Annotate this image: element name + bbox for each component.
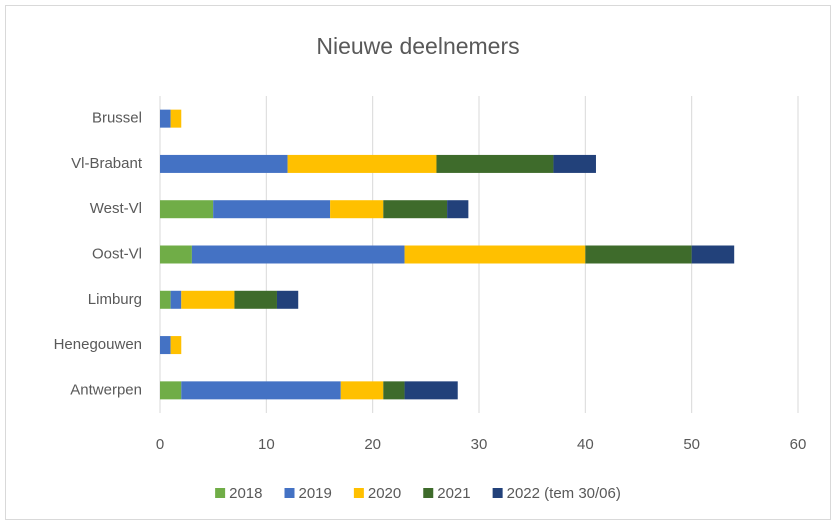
bar-segment: [170, 290, 182, 309]
legend-label: 2022 (tem 30/06): [507, 485, 621, 502]
y-tick-label: Brussel: [92, 110, 142, 127]
bar-segment: [447, 200, 469, 219]
bar-segment: [160, 381, 182, 400]
bar-segment: [436, 154, 554, 173]
bar-segment: [170, 109, 182, 128]
y-tick-label: Antwerpen: [70, 381, 142, 398]
bar-segment: [553, 154, 596, 173]
bar-segment: [330, 200, 384, 219]
legend-swatch: [492, 488, 503, 498]
bar-segment: [213, 200, 331, 219]
x-tick-label: 10: [258, 436, 275, 453]
chart-title: Nieuwe deelnemers: [316, 33, 519, 59]
bar-segment: [160, 109, 171, 128]
y-tick-label: Henegouwen: [54, 336, 142, 353]
legend-label: 2019: [299, 485, 332, 502]
bar-segment: [234, 290, 277, 309]
x-tick-label: 0: [156, 436, 164, 453]
x-tick-label: 40: [577, 436, 594, 453]
bar-segment: [404, 245, 586, 264]
bar-segment: [691, 245, 735, 264]
legend-swatch: [284, 488, 295, 498]
legend-label: 2021: [437, 485, 470, 502]
legend-swatch: [215, 488, 226, 498]
bar-segment: [160, 290, 171, 309]
bar-segment: [585, 245, 692, 264]
bar-segment: [160, 154, 288, 173]
bar-segment: [383, 200, 448, 219]
legend-label: 2020: [368, 485, 401, 502]
bar-segment: [191, 245, 405, 264]
y-tick-label: Limburg: [88, 291, 142, 308]
bar-segment: [181, 381, 341, 400]
bar-segment: [160, 245, 192, 264]
x-tick-label: 20: [364, 436, 381, 453]
bar-segment: [404, 381, 458, 400]
y-tick-label: West-Vl: [90, 200, 142, 217]
x-tick-label: 30: [471, 436, 488, 453]
legend-label: 2018: [229, 485, 262, 502]
bar-segment: [287, 154, 437, 173]
legend-swatch: [353, 488, 364, 498]
bar-segment: [170, 336, 182, 355]
bar-segment: [276, 290, 299, 309]
x-tick-label: 50: [683, 436, 700, 453]
y-tick-label: Vl-Brabant: [71, 155, 143, 172]
bar-segment: [160, 336, 171, 355]
bar-segment: [160, 200, 214, 219]
bar-segment: [340, 381, 384, 400]
y-tick-label: Oost-Vl: [92, 245, 142, 262]
legend-swatch: [423, 488, 434, 498]
x-tick-label: 60: [790, 436, 807, 453]
bar-segment: [383, 381, 405, 400]
bar-segment: [181, 290, 235, 309]
